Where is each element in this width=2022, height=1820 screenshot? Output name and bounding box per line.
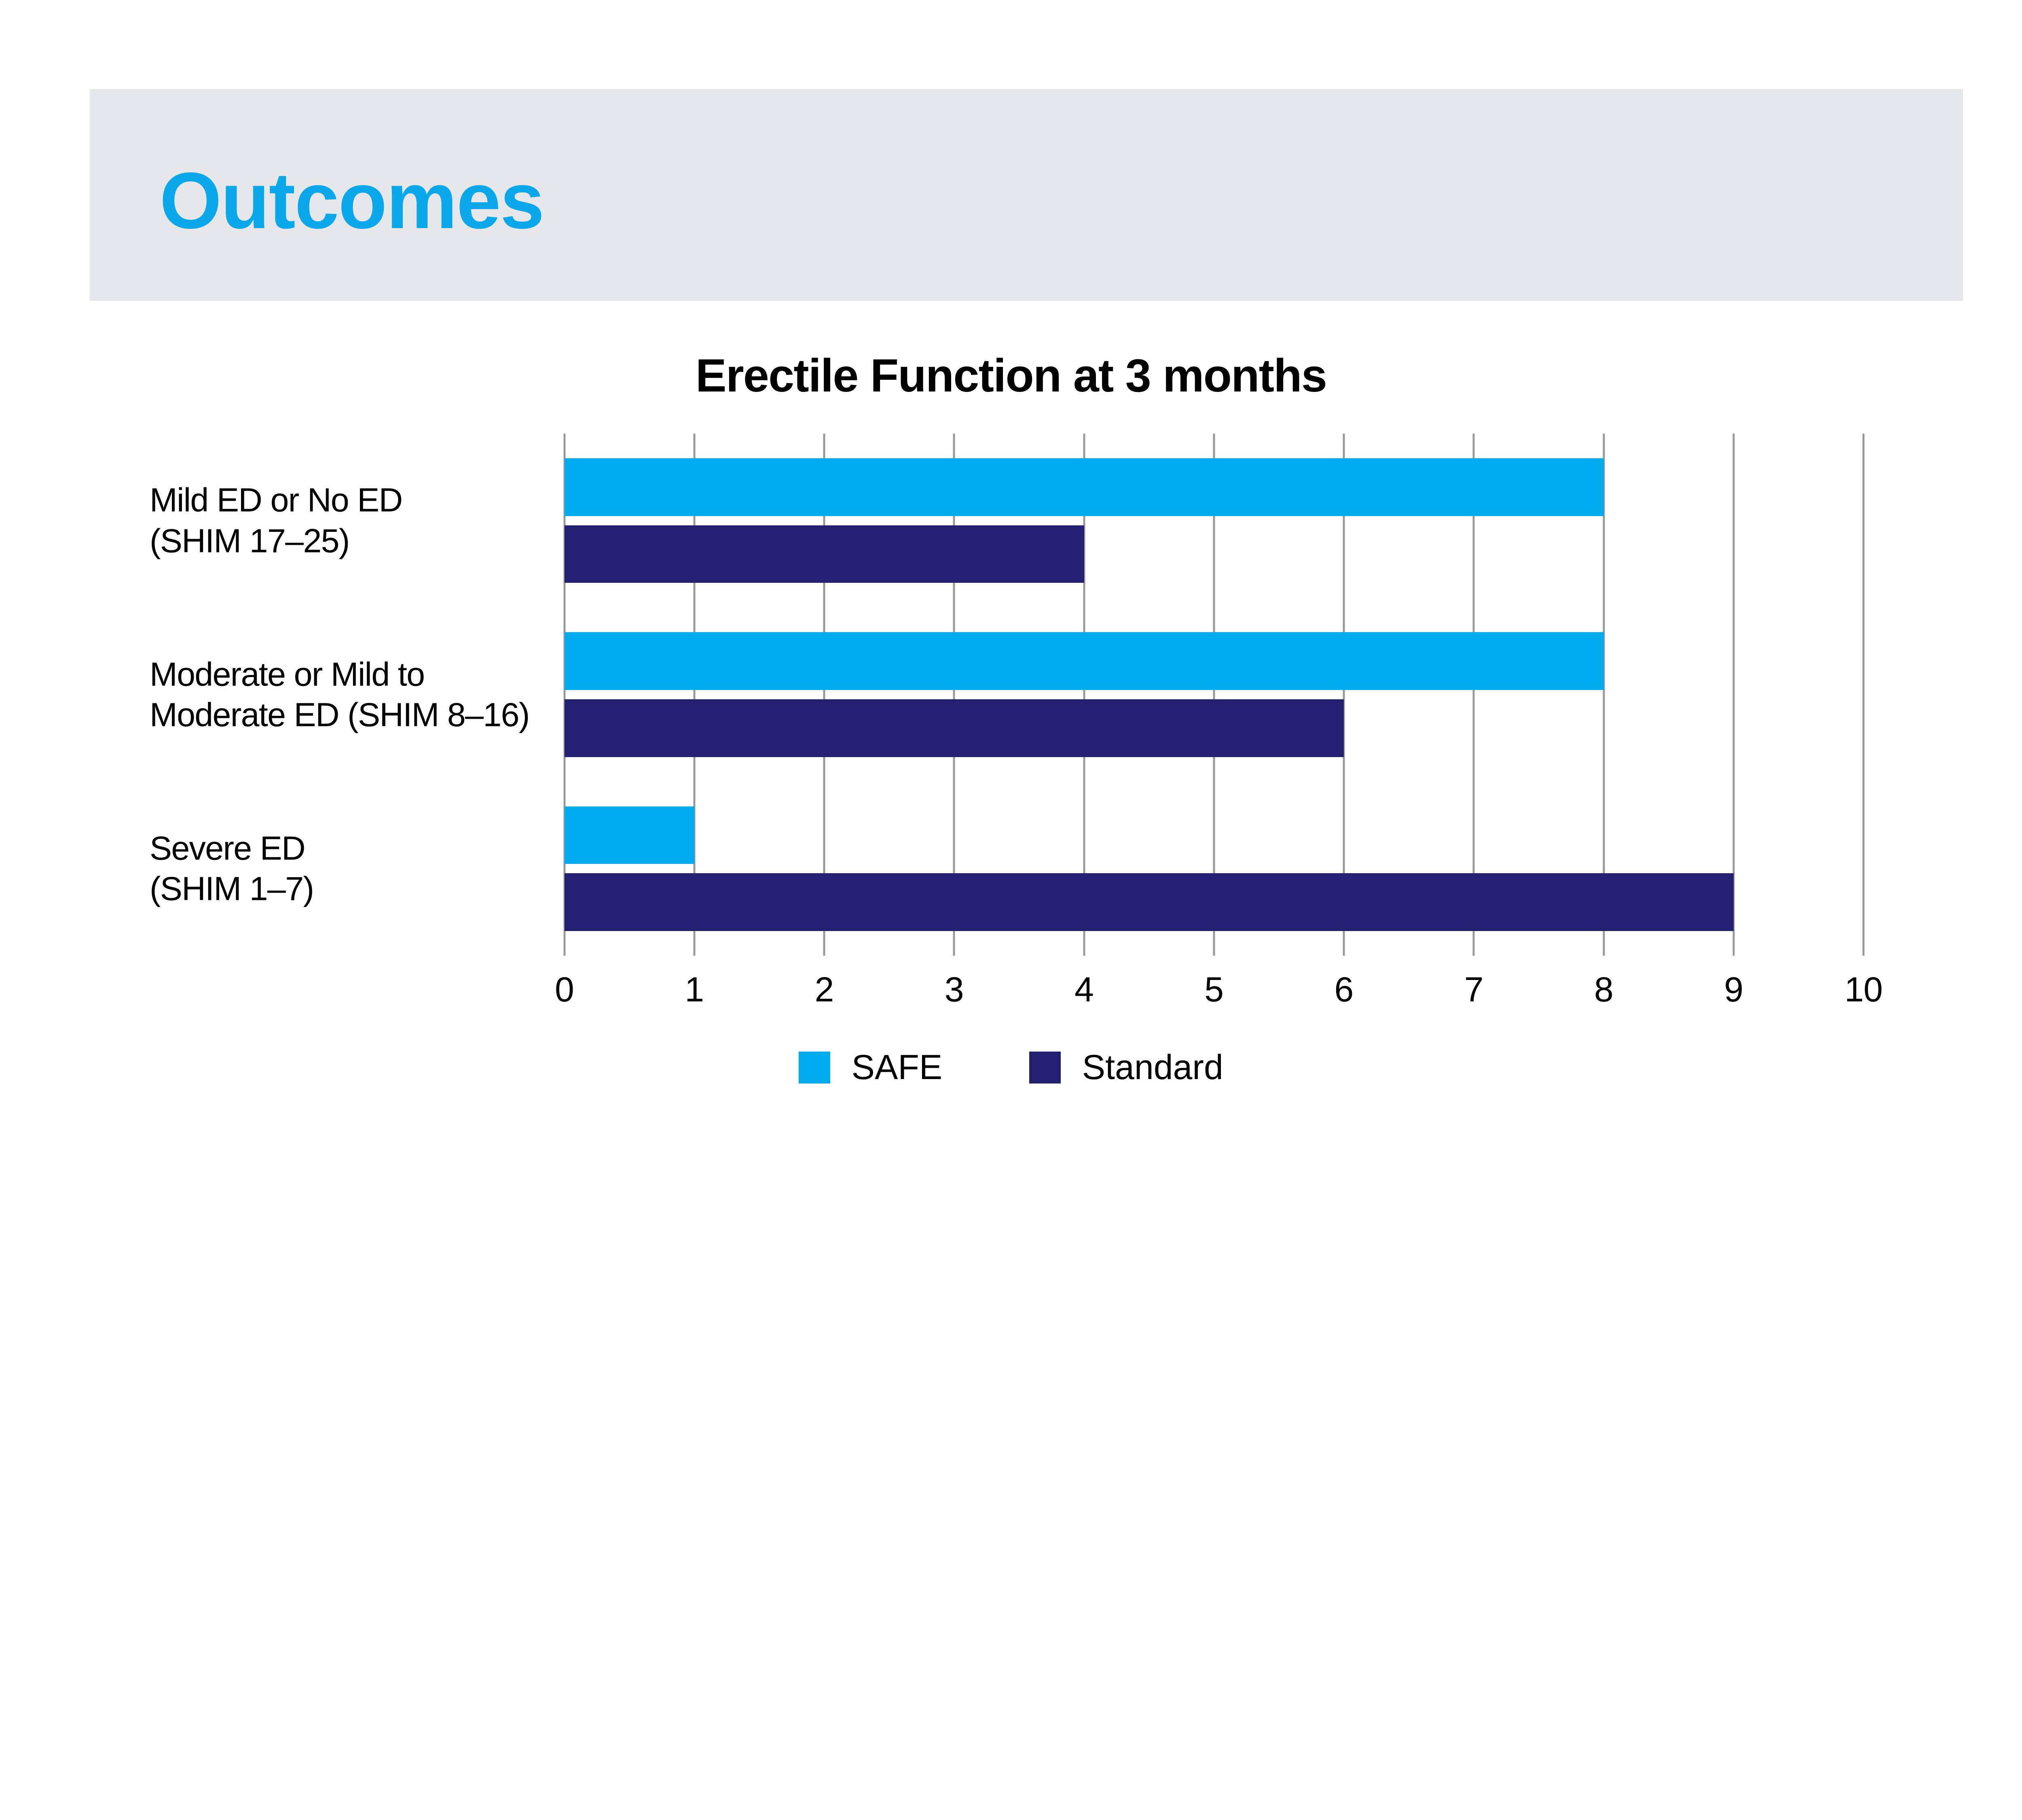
bar-safe-1 [564,632,1604,690]
x-tick-label-10: 10 [1844,970,1883,1009]
category-label-1: Moderate or Mild to Moderate ED (SHIM 8–1… [150,654,530,735]
legend: SAFE Standard [0,1048,2022,1088]
chart-title: Erectile Function at 3 months [695,349,1327,402]
gridline-9 [1732,434,1735,956]
gridline-3 [953,434,955,956]
legend-swatch-safe [799,1052,831,1084]
gridline-10 [1862,434,1865,956]
legend-swatch-standard [1029,1052,1061,1084]
gridline-2 [823,434,825,956]
category-label-0: Mild ED or No ED (SHIM 17–25) [150,480,403,561]
gridline-5 [1213,434,1215,956]
gridline-8 [1603,434,1605,956]
x-tick-label-1: 1 [685,970,704,1009]
bar-safe-2 [564,806,694,864]
x-tick-label-9: 9 [1724,970,1743,1009]
plot-area [563,434,1865,956]
legend-label-standard: Standard [1082,1048,1223,1087]
x-tick-label-3: 3 [944,970,964,1009]
bar-standard-2 [564,873,1734,931]
page-title: Outcomes [159,156,545,245]
legend-label-safe: SAFE [851,1048,943,1087]
bar-standard-0 [564,525,1084,583]
category-label-line: Severe ED [150,830,306,867]
gridline-7 [1472,434,1475,956]
x-tick-label-2: 2 [814,970,834,1009]
gridline-4 [1083,434,1085,956]
gridline-1 [693,434,696,956]
x-tick-label-6: 6 [1334,970,1354,1009]
legend-item-standard: Standard [1029,1048,1223,1088]
gridline-6 [1343,434,1345,956]
category-label-2: Severe ED (SHIM 1–7) [150,828,314,909]
header-band: Outcomes [90,89,1963,301]
category-label-line: Moderate or Mild to [150,655,425,693]
category-label-line: Moderate ED (SHIM 8–16) [150,696,530,734]
bar-safe-0 [564,458,1604,516]
x-tick-label-0: 0 [555,970,574,1009]
x-tick-label-4: 4 [1074,970,1094,1009]
gridline-0 [563,434,565,956]
category-label-line: Mild ED or No ED [150,481,403,519]
x-tick-label-5: 5 [1204,970,1224,1009]
legend-item-safe: SAFE [799,1048,942,1088]
x-tick-label-8: 8 [1594,970,1614,1009]
category-label-line: (SHIM 1–7) [150,870,314,908]
x-tick-label-7: 7 [1464,970,1484,1009]
category-label-line: (SHIM 17–25) [150,522,350,560]
bar-standard-1 [564,699,1344,757]
